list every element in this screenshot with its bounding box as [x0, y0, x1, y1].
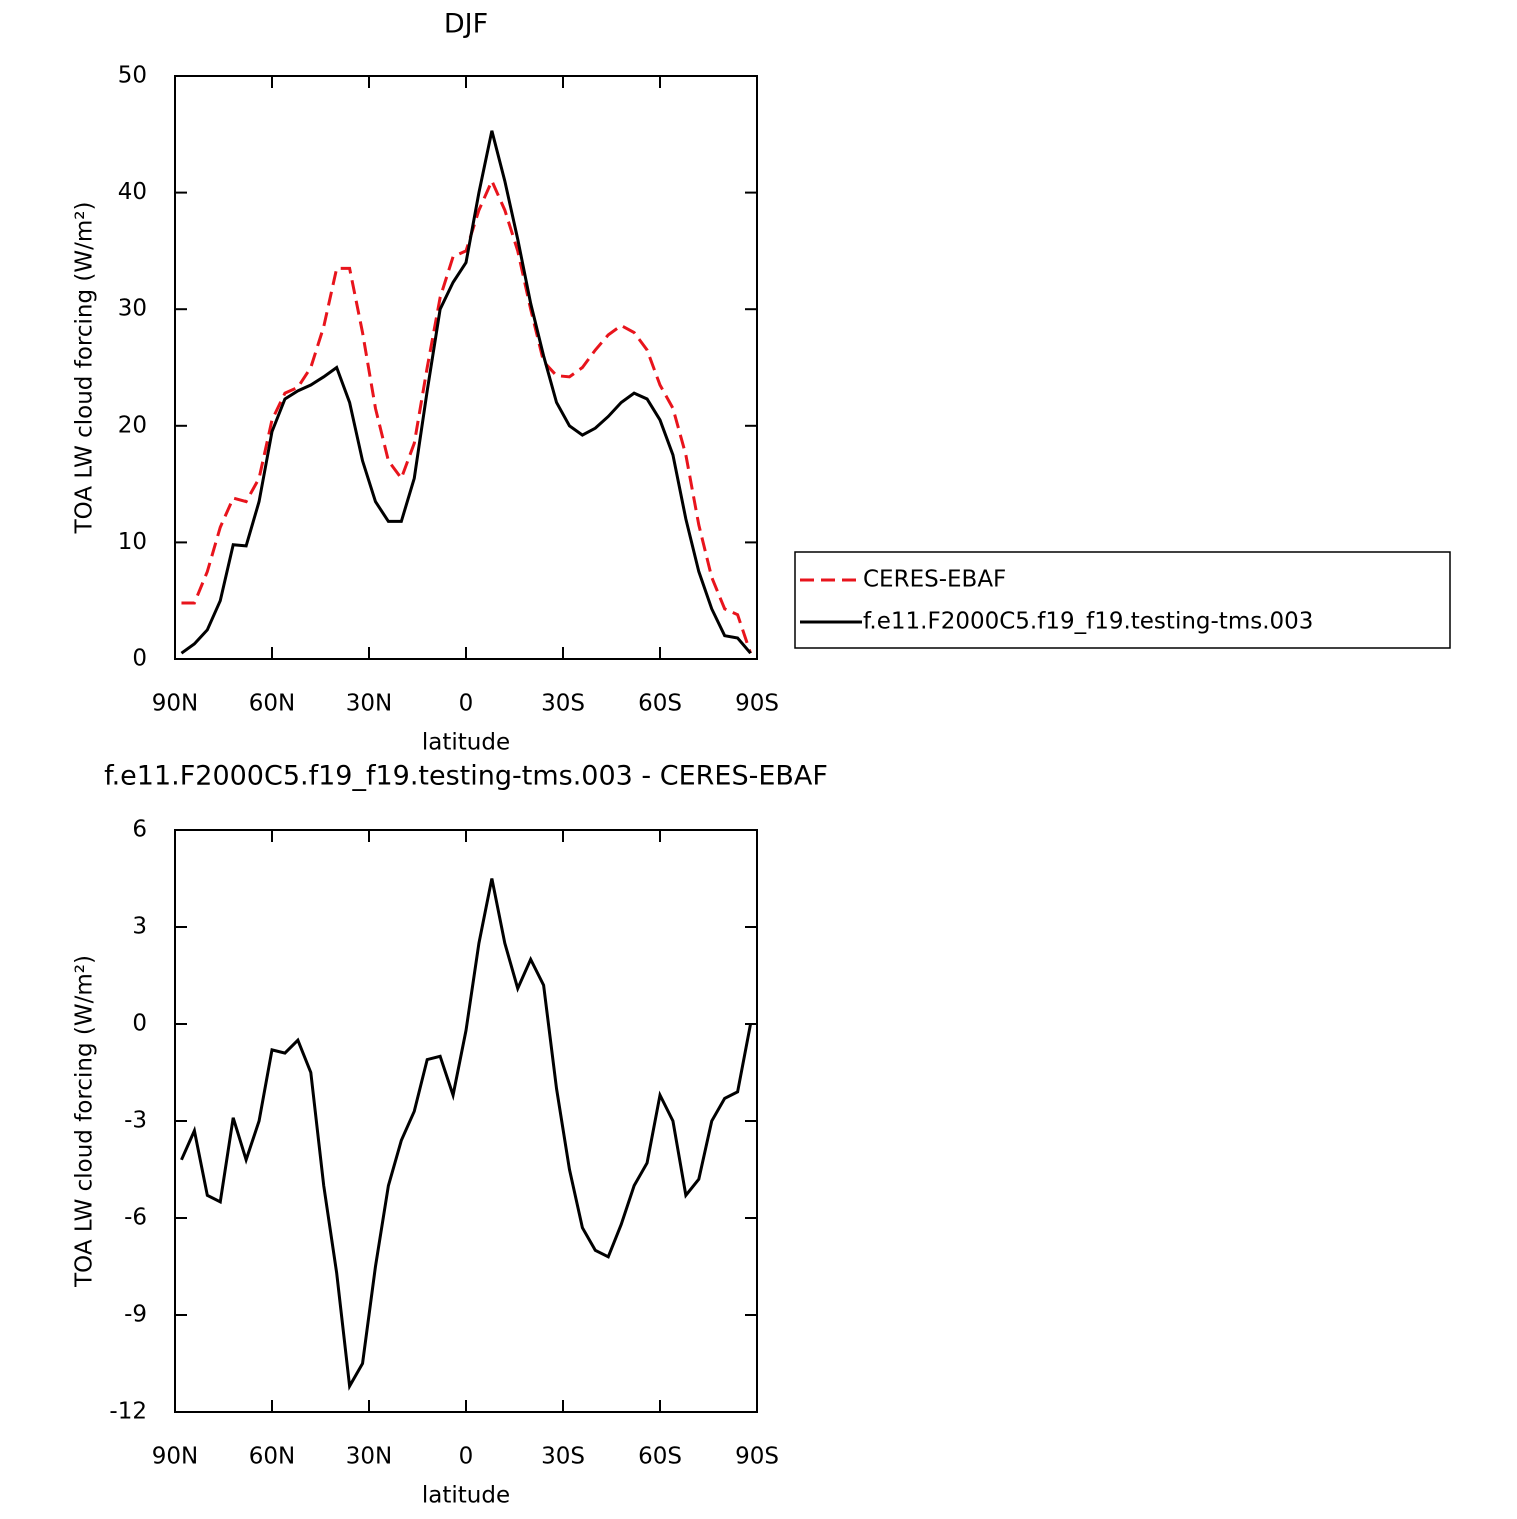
- legend-label: f.e11.F2000C5.f19_f19.testing-tms.003: [863, 609, 1313, 635]
- x-tick-label: 60S: [638, 691, 682, 717]
- y-axis-label: TOA LW cloud forcing (W/m²): [72, 202, 98, 535]
- x-tick-label: 90S: [735, 1444, 779, 1470]
- y-tick-label: 3: [132, 914, 147, 940]
- y-tick-label: 10: [118, 529, 147, 555]
- x-tick-label: 0: [459, 691, 474, 717]
- x-tick-label: 30S: [541, 1444, 585, 1470]
- y-tick-label: -3: [124, 1108, 147, 1134]
- x-tick-label: 90N: [152, 691, 198, 717]
- plot-frame: [174, 75, 758, 660]
- chart: DJF 90N 60N 30N 0 30S 60S 90S 0 10 20 30 40 50 latitud…: [72, 9, 1451, 756]
- legend-box: [794, 551, 1451, 649]
- legend-label: CERES-EBAF: [863, 567, 1006, 593]
- x-tick-label: 60N: [249, 1444, 295, 1470]
- x-tick-label: 30N: [346, 1444, 392, 1470]
- x-axis-label: latitude: [422, 730, 510, 756]
- data-line: [180, 878, 753, 1391]
- x-tick-label: 90N: [152, 1444, 198, 1470]
- y-tick-label: 30: [118, 296, 147, 322]
- y-tick-label: 50: [118, 63, 147, 89]
- chart-title: DJF: [444, 9, 488, 40]
- x-tick-label: 60S: [638, 1444, 682, 1470]
- x-tick-label: 90S: [735, 691, 779, 717]
- plot-frame: [174, 829, 758, 1413]
- y-tick-label: 0: [132, 646, 147, 672]
- data-line: [181, 177, 752, 654]
- y-tick-label: 6: [132, 817, 147, 843]
- legend: CERES-EBAF f.e11.F2000C5.f19_f19.testing-…: [794, 551, 1451, 649]
- x-tick-label: 30S: [541, 691, 585, 717]
- y-tick-label: 20: [118, 412, 147, 438]
- x-axis-label: latitude: [422, 1483, 510, 1509]
- y-tick-label: 40: [118, 179, 147, 205]
- chart-title: f.e11.F2000C5.f19_f19.testing-tms.003 - …: [104, 761, 828, 792]
- y-tick-label: -12: [109, 1399, 147, 1425]
- x-tick-label: 60N: [249, 691, 295, 717]
- y-tick-label: -6: [124, 1205, 147, 1231]
- x-tick-label: 0: [459, 1444, 474, 1470]
- y-tick-label: -9: [124, 1302, 147, 1328]
- y-axis-label: TOA LW cloud forcing (W/m²): [72, 955, 98, 1288]
- chart: f.e11.F2000C5.f19_f19.testing-tms.003 - …: [72, 761, 828, 1509]
- data-line: [180, 130, 752, 655]
- x-tick-label: 30N: [346, 691, 392, 717]
- y-tick-label: 0: [132, 1011, 147, 1037]
